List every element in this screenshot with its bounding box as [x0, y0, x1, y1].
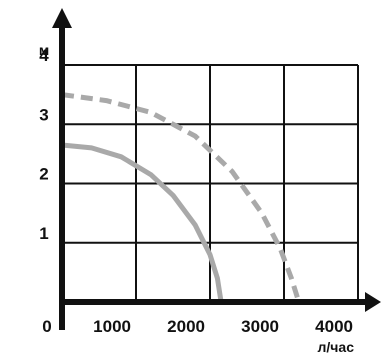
x-axis-label: л/час [318, 339, 355, 355]
series-line-2 [61, 92, 302, 303]
tick-labels: 1 2 3 4 0 1000 2000 3000 4000 м л/час [39, 42, 354, 355]
x-axis-arrow [365, 292, 381, 312]
x-tick-label: 3000 [241, 317, 279, 336]
grid [62, 64, 359, 302]
y-tick-label: 1 [39, 224, 48, 243]
x-tick-label: 2000 [167, 317, 205, 336]
x-tick-label: 0 [42, 317, 51, 336]
x-tick-label: 1000 [93, 317, 131, 336]
x-tick-label: 4000 [315, 317, 353, 336]
series-layer [61, 92, 302, 303]
y-tick-label: 4 [39, 46, 49, 65]
y-axis-arrow [52, 8, 72, 28]
y-tick-label: 3 [39, 105, 48, 124]
y-axis-label: м [39, 42, 49, 58]
y-tick-label: 2 [39, 165, 48, 184]
axes [52, 8, 381, 330]
series-line-1 [61, 142, 224, 303]
